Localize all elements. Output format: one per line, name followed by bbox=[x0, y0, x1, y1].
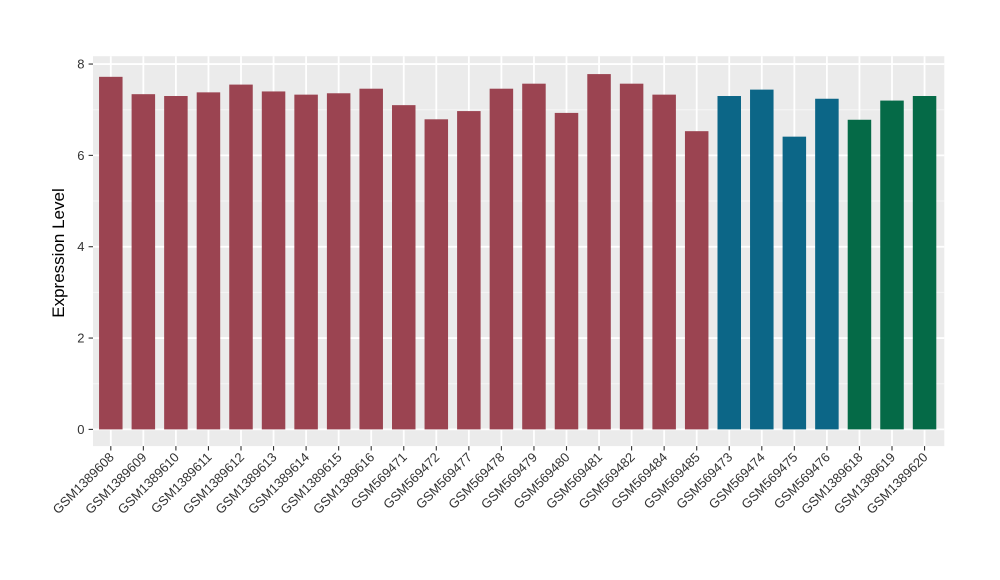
bar-GSM1389611 bbox=[196, 92, 221, 430]
bar-GSM569478 bbox=[489, 88, 514, 430]
y-axis-title: Expression Level bbox=[49, 188, 68, 317]
bar-GSM569471 bbox=[392, 105, 416, 430]
bar-GSM1389619 bbox=[880, 100, 904, 430]
bar-GSM1389614 bbox=[294, 94, 318, 430]
bar-GSM1389610 bbox=[164, 96, 188, 430]
bar-GSM569485 bbox=[684, 131, 709, 430]
bar-GSM569481 bbox=[587, 74, 611, 430]
bar-GSM569480 bbox=[554, 112, 579, 430]
bar-GSM569473 bbox=[717, 96, 741, 430]
y-tick-label: 2 bbox=[77, 331, 84, 346]
bar-GSM1389616 bbox=[359, 88, 383, 430]
y-tick-label: 8 bbox=[77, 57, 84, 72]
bar-GSM1389613 bbox=[261, 91, 286, 430]
bar-GSM569479 bbox=[522, 83, 546, 430]
bar-GSM569476 bbox=[815, 98, 839, 430]
bar-GSM1389620 bbox=[912, 96, 937, 430]
bar-GSM1389615 bbox=[326, 93, 351, 430]
bar-GSM1389609 bbox=[131, 94, 156, 430]
bar-GSM569474 bbox=[750, 89, 774, 430]
bar-GSM1389608 bbox=[99, 76, 123, 430]
bar-GSM569477 bbox=[457, 111, 481, 430]
bar-GSM569475 bbox=[782, 136, 807, 430]
bar-GSM569482 bbox=[619, 83, 644, 430]
y-tick-label: 6 bbox=[77, 148, 84, 163]
y-tick-label: 4 bbox=[77, 239, 84, 254]
y-tick-label: 0 bbox=[77, 422, 84, 437]
bar-GSM569472 bbox=[424, 119, 449, 430]
bar-GSM569484 bbox=[652, 94, 676, 430]
bar-GSM1389612 bbox=[229, 84, 253, 430]
bar-GSM1389618 bbox=[847, 119, 872, 430]
